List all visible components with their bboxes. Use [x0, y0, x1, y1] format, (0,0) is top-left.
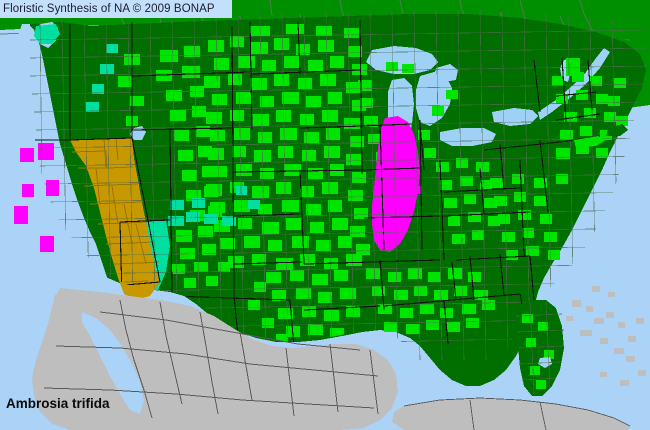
state-boundaries: [30, 19, 601, 357]
pacific-coast: [16, 24, 112, 306]
caribbean-islands: [392, 286, 646, 430]
mexico-region: [32, 288, 398, 430]
florida-peninsula: [515, 300, 565, 396]
northeast-coast-detail: [574, 124, 628, 148]
county-present-layer: [118, 24, 628, 354]
